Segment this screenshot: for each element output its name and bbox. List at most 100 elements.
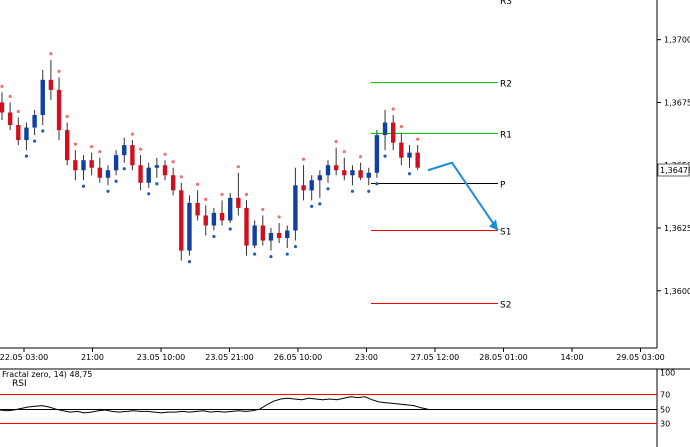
- support-dot: [407, 172, 412, 176]
- resistance-dot: [416, 137, 420, 141]
- resistance-dot: [236, 165, 240, 169]
- support-dot: [212, 234, 216, 239]
- candle-body: [211, 212, 217, 226]
- time-tick-label: 26.05 10:00: [274, 353, 323, 362]
- resistance-dot: [49, 52, 53, 56]
- candle-body: [179, 190, 184, 251]
- pivot-label-s2: S2: [500, 301, 511, 311]
- candle-body: [293, 185, 298, 231]
- candle-body: [113, 155, 119, 171]
- candle-body: [301, 185, 306, 191]
- resistance-dot: [196, 182, 200, 186]
- rsi-name: RSI: [12, 379, 27, 389]
- support-dot: [81, 184, 86, 188]
- time-tick-label: 21:00: [81, 353, 104, 362]
- candle-body: [358, 170, 363, 178]
- candle-body: [146, 167, 151, 183]
- resistance-dot: [0, 84, 4, 88]
- support-dot: [318, 202, 322, 206]
- candle-body: [407, 152, 412, 158]
- support-dot: [228, 227, 232, 231]
- candle-body: [342, 170, 347, 176]
- candle-body: [366, 172, 371, 178]
- rsi-panel[interactable]: Fractal zero, 14) 48,75 RSI 100 70 50 30: [0, 368, 690, 447]
- pivot-label-p: P: [500, 181, 506, 191]
- support-dot: [114, 179, 118, 183]
- price-tick-label: 1,3675: [664, 98, 690, 107]
- pivot-label-r2: R2: [500, 80, 512, 90]
- r3-partial-label: R3: [500, 0, 512, 7]
- rsi-level-label: 70: [660, 391, 670, 400]
- candle-body: [325, 165, 331, 176]
- resistance-dot: [359, 155, 363, 159]
- resistance-dot: [391, 107, 395, 111]
- support-dot: [187, 260, 192, 264]
- pivot-label-r1: R1: [500, 131, 512, 141]
- support-dot: [106, 189, 110, 193]
- support-dot: [122, 167, 126, 171]
- candle-body: [0, 102, 5, 113]
- candle-body: [105, 170, 111, 178]
- resistance-dot: [130, 132, 134, 136]
- candle-body: [203, 215, 208, 226]
- resistance-dot: [73, 142, 77, 146]
- candle-body: [32, 114, 37, 128]
- resistance-dot: [179, 175, 183, 179]
- candle-body: [252, 225, 257, 246]
- candle-body: [317, 175, 323, 181]
- current-price-label: 1,36478: [660, 166, 690, 175]
- price-tick-label: 1,3600: [664, 287, 690, 296]
- candle-body: [81, 160, 86, 171]
- candle-body: [48, 79, 54, 90]
- support-dot: [310, 204, 314, 208]
- resistance-dot: [244, 192, 249, 196]
- candle-body: [219, 212, 225, 221]
- candle-body: [276, 233, 282, 239]
- resistance-dot: [57, 69, 61, 73]
- support-dot: [285, 252, 289, 256]
- candle-body: [89, 160, 94, 168]
- pivot-label-s1: S1: [500, 228, 511, 238]
- time-tick-label: 28.05 01:00: [479, 353, 528, 362]
- time-tick-label: 27.05 12:00: [411, 353, 460, 362]
- time-tick-label: 14:00: [560, 353, 583, 362]
- support-dot: [253, 252, 257, 256]
- forecast-arrow-line: [427, 161, 499, 232]
- candle-body: [285, 230, 290, 239]
- resistance-dot: [138, 147, 143, 151]
- resistance-dot: [16, 109, 20, 114]
- candle-body: [56, 89, 62, 131]
- resistance-dot: [277, 215, 281, 219]
- time-tick-label: 22.05 03:00: [0, 353, 48, 362]
- candle-body: [162, 165, 168, 176]
- rsi-polyline: [0, 396, 429, 414]
- rsi-level-label: 50: [660, 406, 670, 415]
- candle-body: [130, 145, 135, 166]
- resistance-dot: [334, 140, 338, 144]
- candle-body: [244, 207, 249, 246]
- candle-body: [16, 125, 21, 141]
- candle-body: [73, 160, 78, 171]
- candle-body: [7, 112, 13, 126]
- support-dot: [293, 244, 297, 249]
- candle-body: [391, 122, 396, 143]
- candle-body: [350, 170, 355, 176]
- time-tick-label: 23.05 10:00: [137, 353, 186, 362]
- support-dot: [41, 129, 45, 133]
- candle-body: [382, 122, 388, 136]
- resistance-dot: [399, 124, 403, 129]
- resistance-dot: [8, 94, 12, 99]
- candle-body: [170, 175, 176, 191]
- support-dot: [24, 154, 29, 158]
- support-dot: [383, 154, 387, 158]
- candle-body: [24, 127, 29, 141]
- resistance-dot: [90, 145, 94, 149]
- time-axis: 22.05 03:00 21:00 23.05 10:00 23.05 21:00 26…: [0, 347, 665, 362]
- candle-body: [309, 180, 314, 191]
- time-tick-label: 23:00: [355, 353, 378, 362]
- candle-body: [333, 165, 339, 171]
- price-panel[interactable]: R2 R1 P S1 S2 R3: [0, 0, 657, 348]
- rsi-line: [0, 396, 429, 414]
- price-tick-label: 1,3625: [664, 224, 690, 233]
